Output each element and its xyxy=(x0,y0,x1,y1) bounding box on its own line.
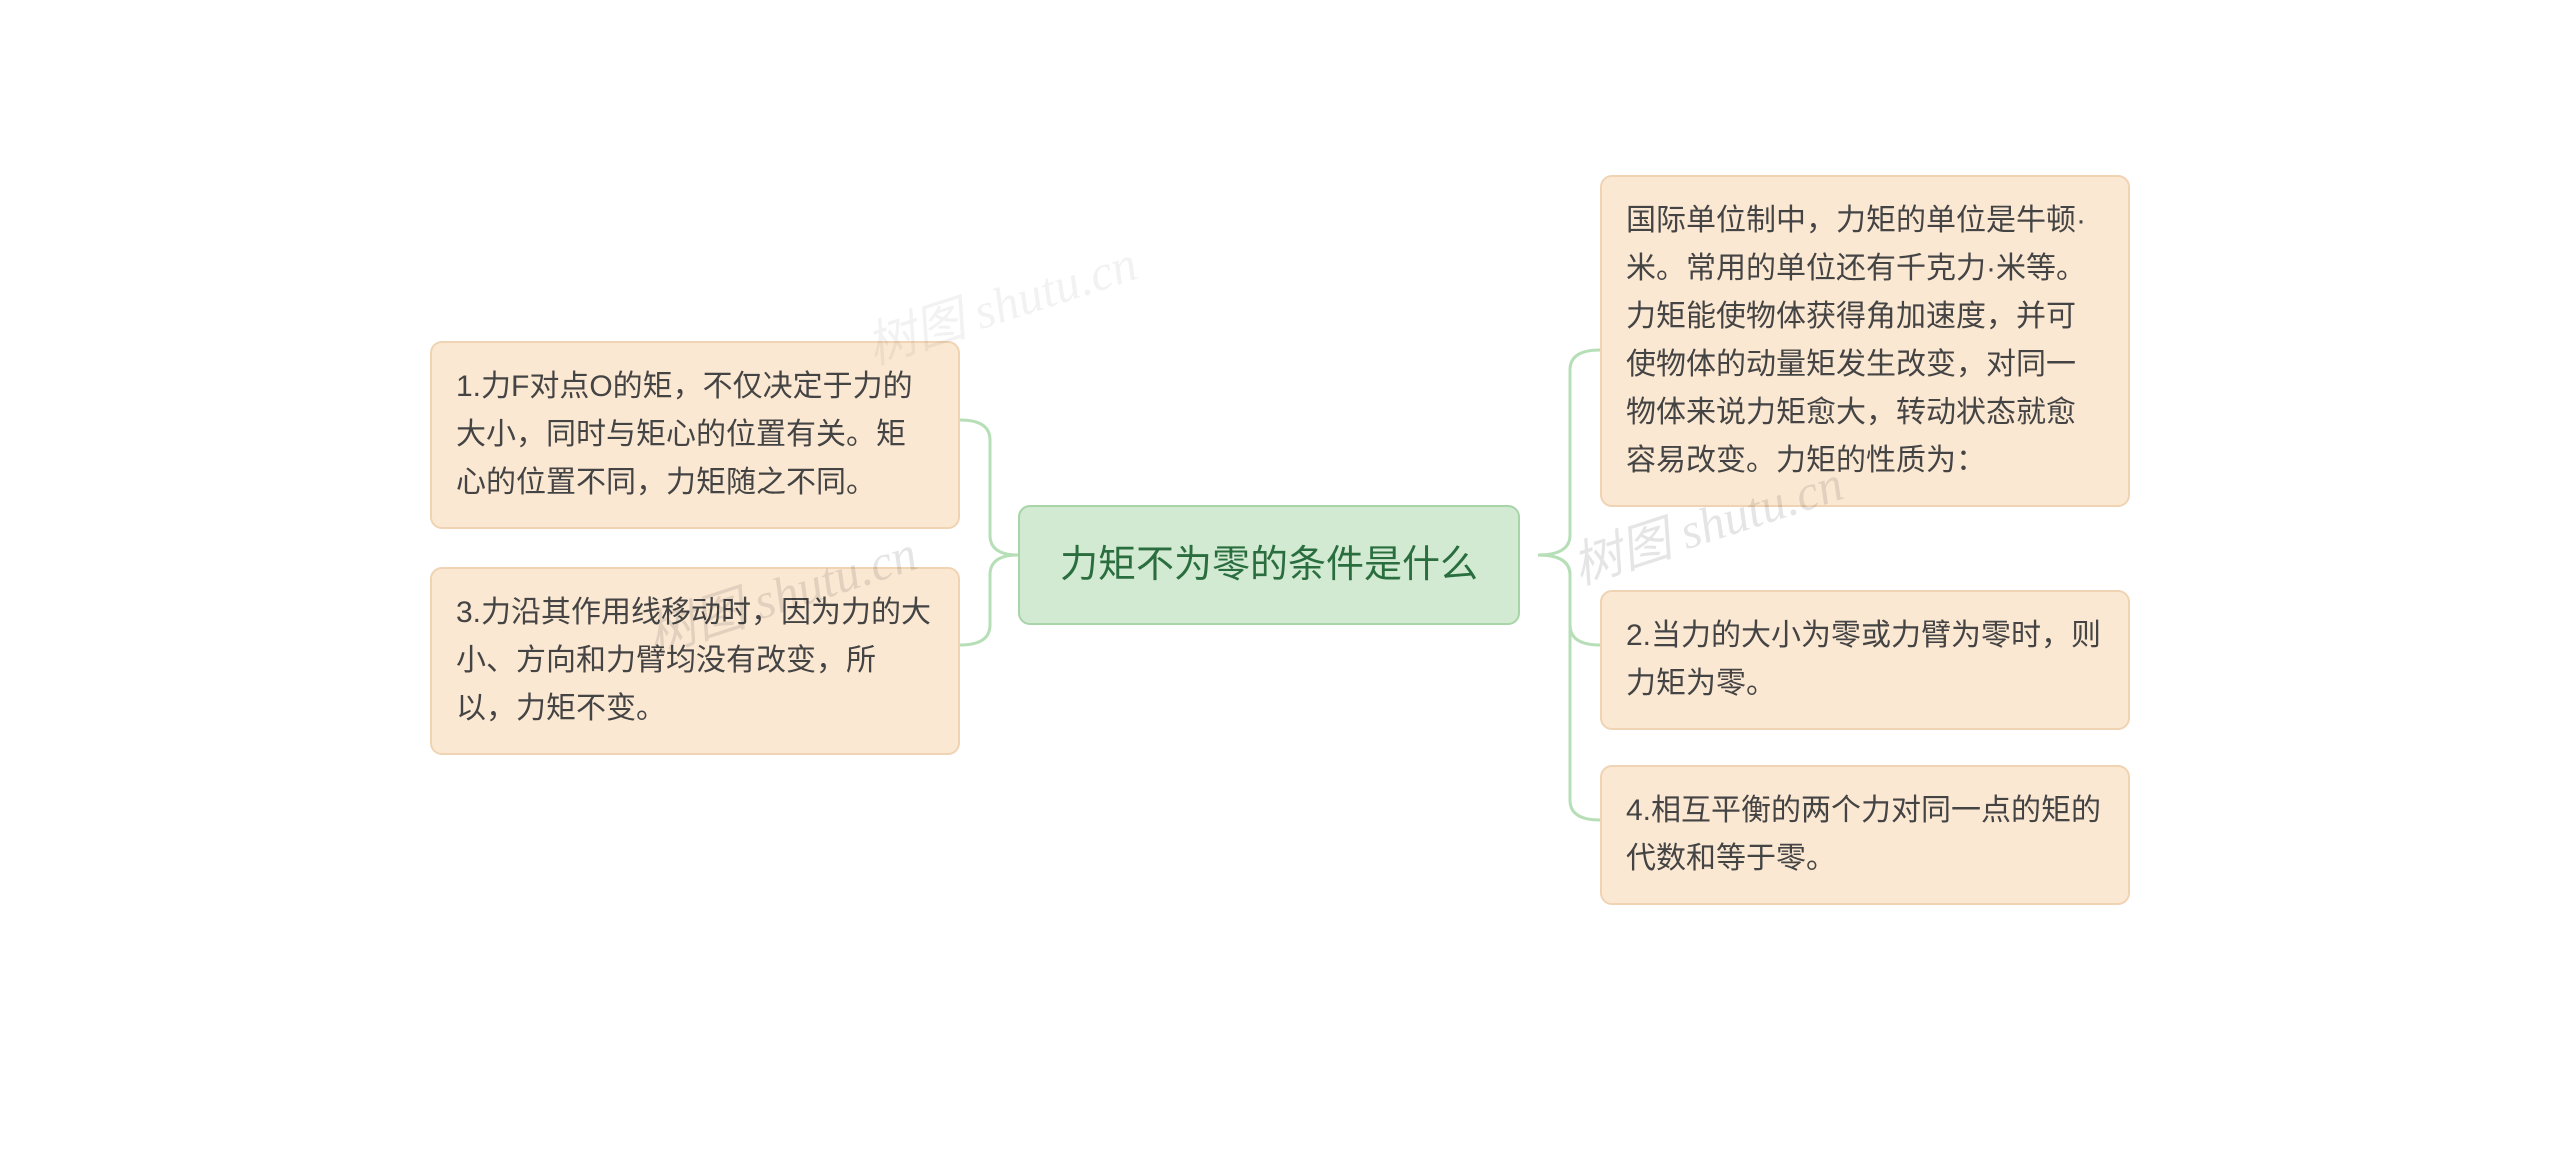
connector-right xyxy=(1538,350,1603,820)
left-node-2[interactable]: 3.力沿其作用线移动时，因为力的大小、方向和力臂均没有改变，所以，力矩不变。 xyxy=(430,567,960,755)
center-node[interactable]: 力矩不为零的条件是什么 xyxy=(1018,505,1520,626)
left-node-2-text: 3.力沿其作用线移动时，因为力的大小、方向和力臂均没有改变，所以，力矩不变。 xyxy=(456,596,931,725)
mindmap-container: 力矩不为零的条件是什么 1.力F对点O的矩，不仅决定于力的大小，同时与矩心的位置… xyxy=(430,175,2130,975)
right-node-1-text: 国际单位制中，力矩的单位是牛顿·米。常用的单位还有千克力·米等。力矩能使物体获得… xyxy=(1626,204,2086,477)
right-node-2-text: 2.当力的大小为零或力臂为零时，则力矩为零。 xyxy=(1626,619,2101,700)
left-node-1-text: 1.力F对点O的矩，不仅决定于力的大小，同时与矩心的位置有关。矩心的位置不同，力… xyxy=(456,370,913,499)
right-node-3[interactable]: 4.相互平衡的两个力对同一点的矩的代数和等于零。 xyxy=(1600,765,2130,905)
right-node-3-text: 4.相互平衡的两个力对同一点的矩的代数和等于零。 xyxy=(1626,794,2101,875)
center-node-text: 力矩不为零的条件是什么 xyxy=(1060,544,1478,586)
right-node-1[interactable]: 国际单位制中，力矩的单位是牛顿·米。常用的单位还有千克力·米等。力矩能使物体获得… xyxy=(1600,175,2130,507)
connector-left xyxy=(960,415,1020,655)
right-node-2[interactable]: 2.当力的大小为零或力臂为零时，则力矩为零。 xyxy=(1600,590,2130,730)
left-node-1[interactable]: 1.力F对点O的矩，不仅决定于力的大小，同时与矩心的位置有关。矩心的位置不同，力… xyxy=(430,341,960,529)
